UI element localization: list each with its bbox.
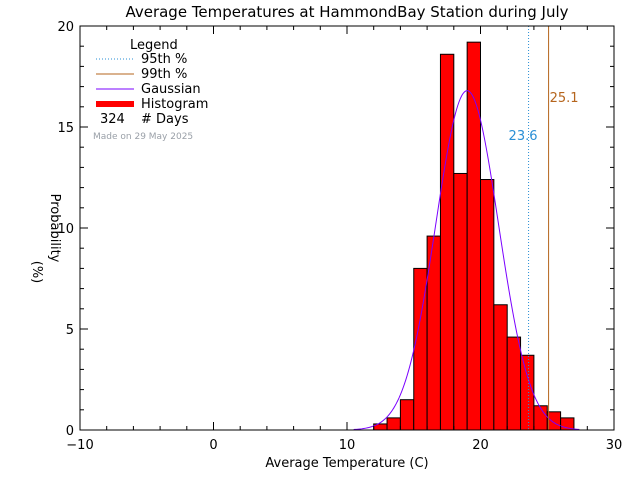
- histogram-bar-8: [480, 179, 495, 431]
- histogram-bars: [373, 41, 575, 431]
- y-tick-label-0: 0: [66, 424, 74, 439]
- histogram-bar-11: [520, 354, 535, 431]
- y-tick-label-4: 20: [57, 20, 74, 35]
- histogram-bar-9: [493, 304, 508, 431]
- percentile-lines: [528, 26, 550, 430]
- y-axis-label-line2: (%): [29, 261, 44, 284]
- chart-title: Average Temperatures at HammondBay Stati…: [125, 3, 568, 21]
- x-tick-label-3: 20: [472, 438, 489, 453]
- x-tick-label-1: 0: [209, 438, 217, 453]
- watermark: Made on 29 May 2025: [93, 132, 193, 142]
- percentile-labels: 23.6 25.1: [509, 91, 579, 144]
- days-label: # Days: [141, 112, 189, 127]
- histogram-bar-5: [439, 53, 455, 431]
- y-axis-unit: (%): [29, 261, 44, 284]
- histogram-bar-12: [533, 405, 548, 431]
- days-count: 324: [100, 112, 125, 127]
- y-axis-label: Probability: [47, 194, 62, 263]
- x-axis-label: Average Temperature (C): [265, 456, 428, 471]
- histogram-bar-10: [506, 336, 522, 431]
- histogram-bar-2: [399, 399, 415, 431]
- x-tick-label-2: 10: [339, 438, 356, 453]
- y-axis-label-line1: Probability: [47, 194, 62, 263]
- histogram-bar-7: [466, 41, 481, 431]
- y-tick-label-1: 5: [66, 323, 74, 338]
- histogram-bar-6: [453, 172, 468, 431]
- histogram-bar-1: [386, 417, 401, 431]
- y-tick-label-2: 10: [57, 222, 74, 237]
- legend-label-2: Gaussian: [141, 82, 201, 97]
- gaussian-curve: [353, 90, 580, 431]
- histogram-bar-13: [546, 411, 562, 431]
- x-tick-label-4: 30: [606, 438, 623, 453]
- percentile-value-label-0: 23.6: [509, 129, 538, 144]
- x-tick-label-0: −10: [66, 438, 93, 453]
- percentile-value-label-1: 25.1: [550, 91, 579, 106]
- y-tick-label-3: 15: [57, 121, 74, 136]
- legend-label-0: 95th %: [141, 52, 187, 67]
- legend-label-3: Histogram: [141, 97, 208, 112]
- legend-title: Legend: [130, 38, 178, 53]
- legend-label-1: 99th %: [141, 67, 187, 82]
